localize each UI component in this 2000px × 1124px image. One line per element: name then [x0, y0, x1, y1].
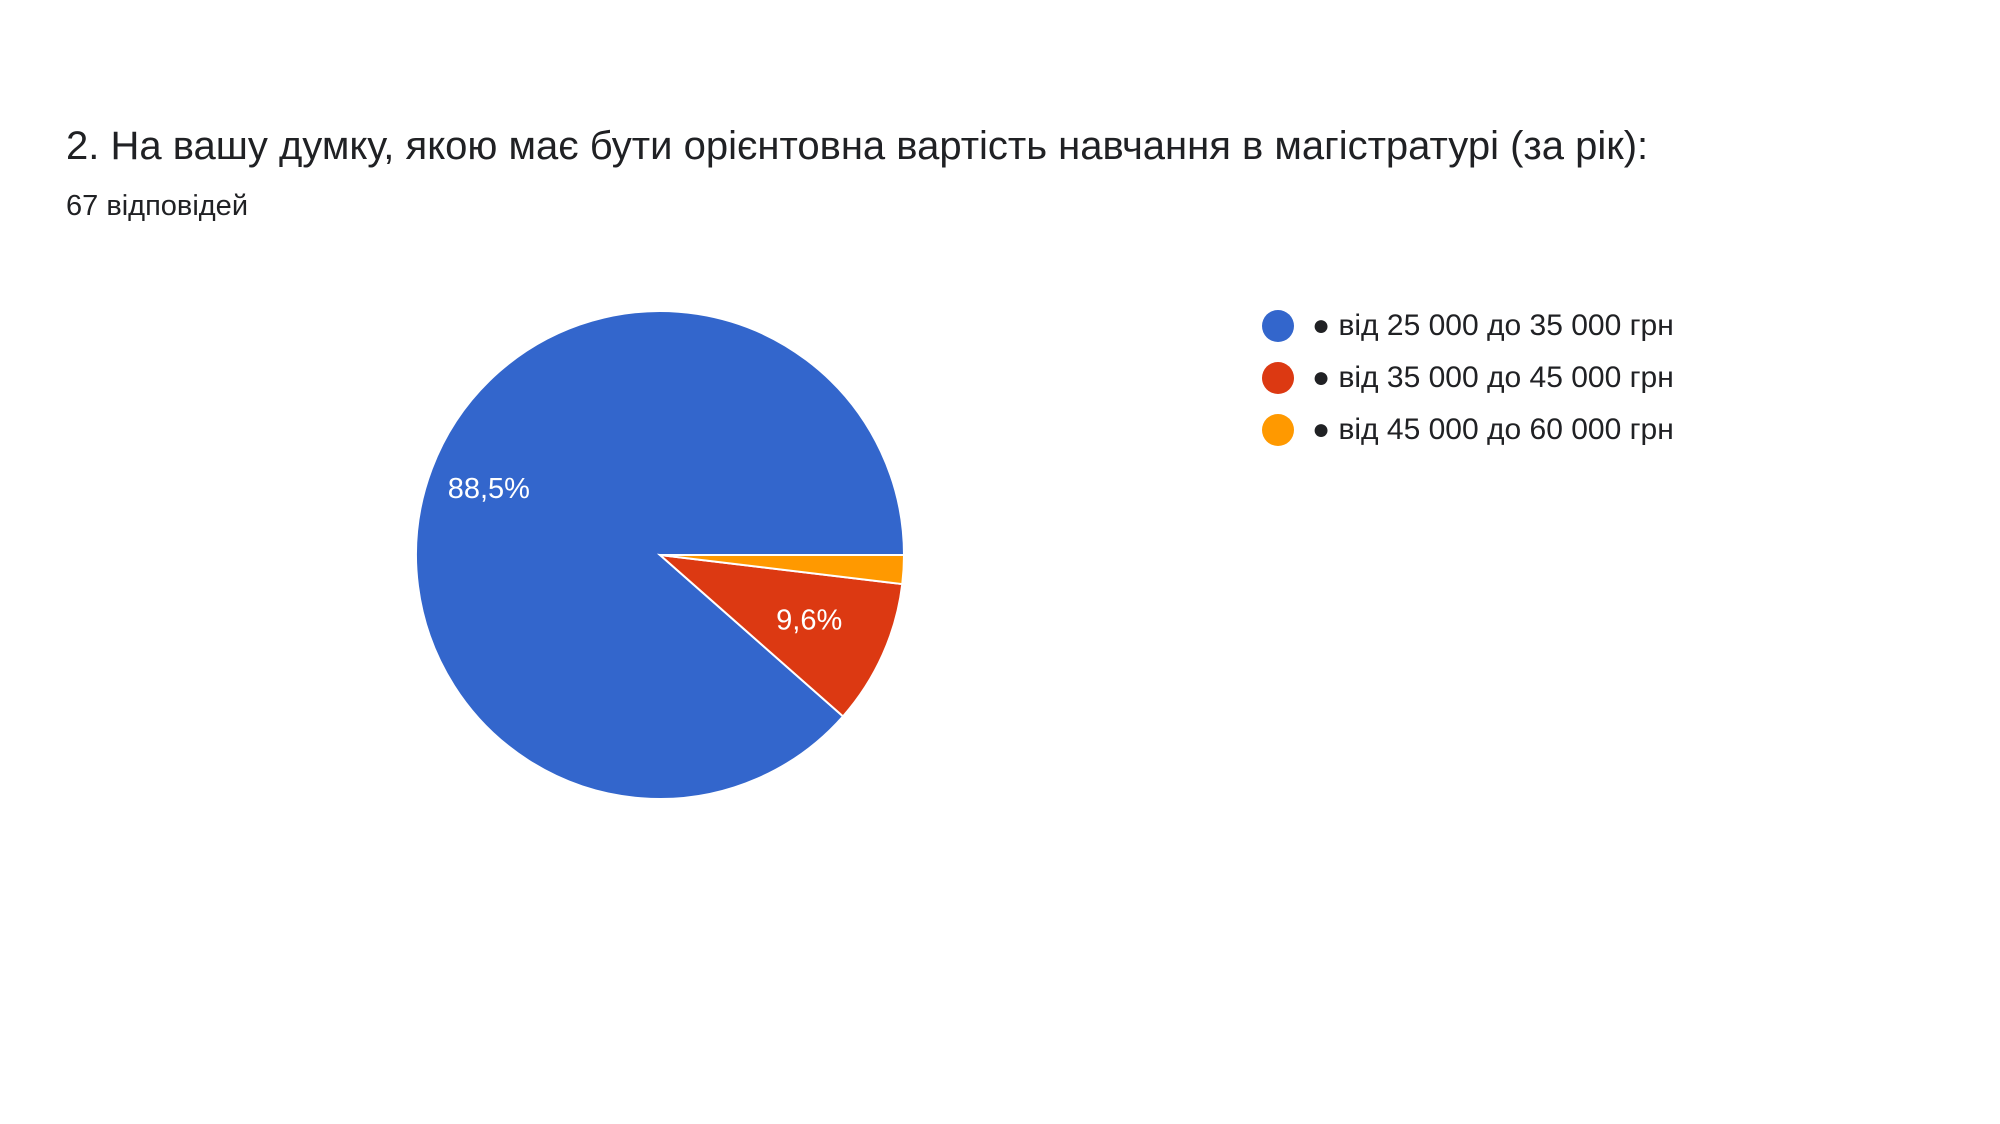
chart-legend: ● від 25 000 до 35 000 грн ● від 35 000 …: [1262, 300, 1674, 456]
pie-slice-label: 9,6%: [776, 604, 842, 636]
legend-label: ● від 45 000 до 60 000 грн: [1312, 413, 1674, 446]
legend-label: ● від 35 000 до 45 000 грн: [1312, 361, 1674, 394]
response-count: 67 відповідей: [66, 190, 249, 222]
legend-swatch-icon: [1262, 414, 1294, 446]
pie-slice: [656, 553, 904, 718]
pie-slices: [415, 310, 906, 800]
pie-slice-label: 88,5%: [448, 473, 530, 505]
legend-label: ● від 25 000 до 35 000 грн: [1312, 309, 1674, 342]
legend-item: ● від 35 000 до 45 000 грн: [1262, 352, 1674, 404]
pie-slice: [659, 554, 906, 586]
pie-labels: 88,5% 9,6%: [448, 473, 843, 636]
question-title: 2. На вашу думку, якою має бути орієнтов…: [66, 124, 1649, 168]
legend-swatch-icon: [1262, 310, 1294, 342]
legend-swatch-icon: [1262, 362, 1294, 394]
legend-item: ● від 45 000 до 60 000 грн: [1262, 404, 1674, 456]
legend-item: ● від 25 000 до 35 000 грн: [1262, 300, 1674, 352]
